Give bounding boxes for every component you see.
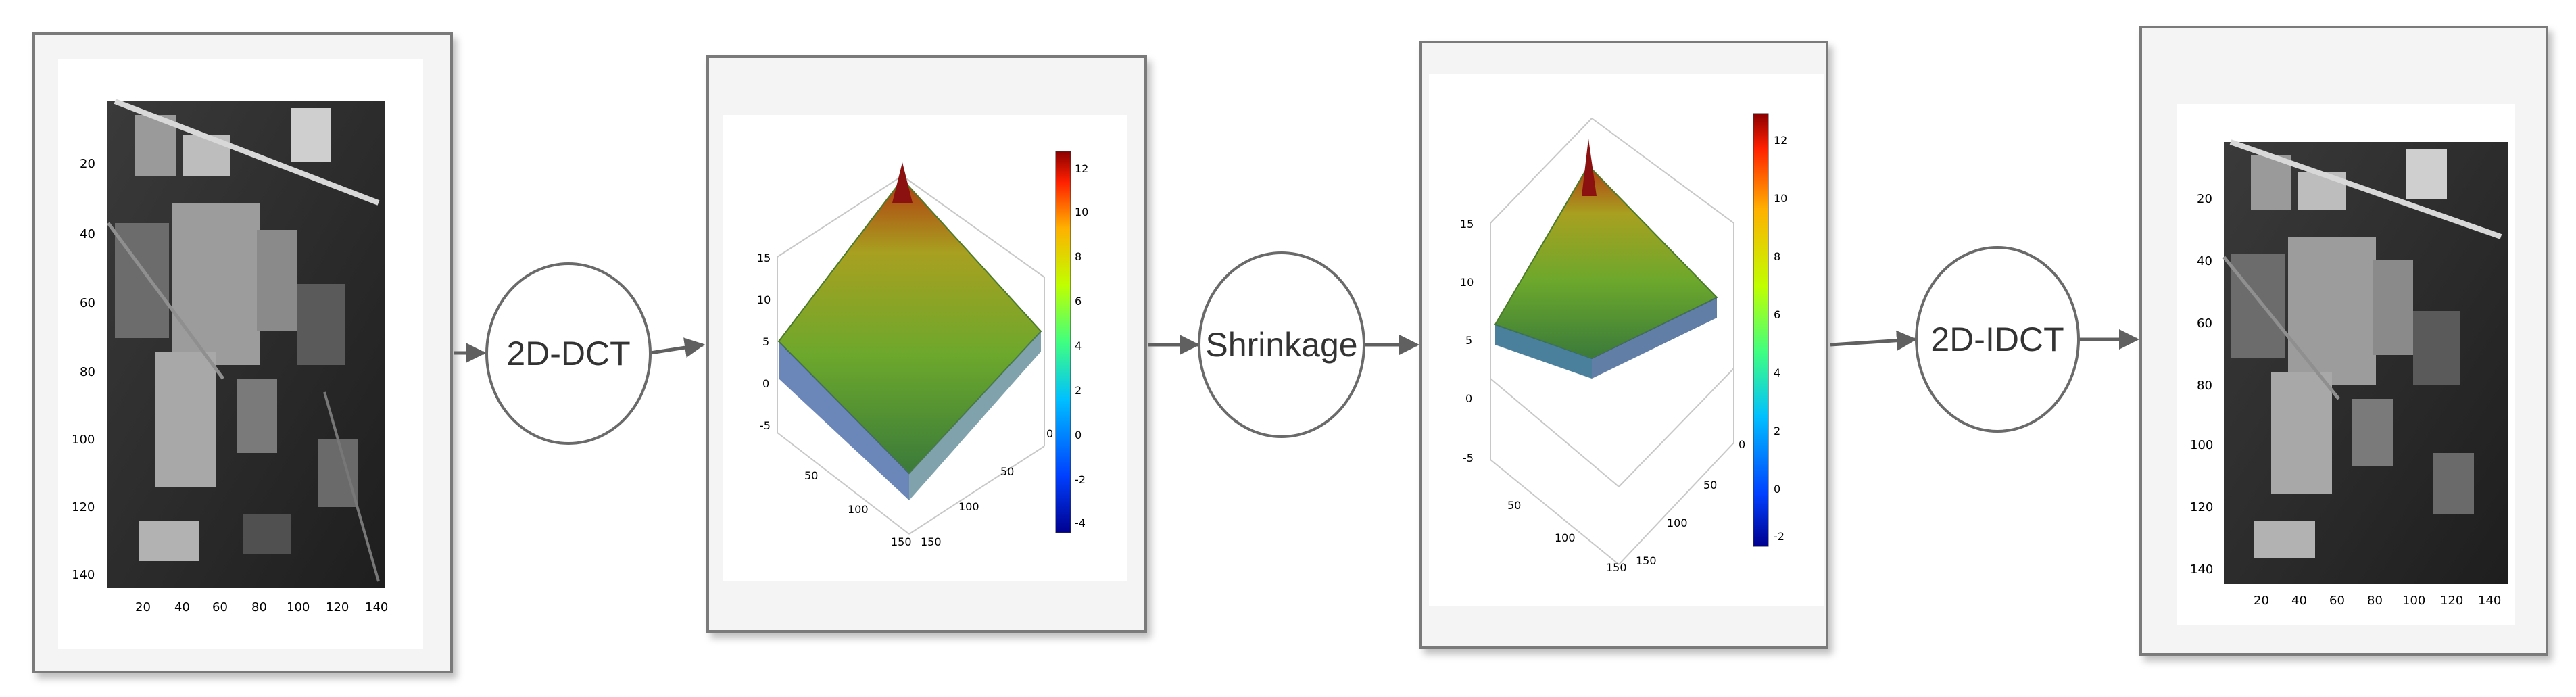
shrinkage-y-tick: 150: [1636, 554, 1657, 567]
output-y-tick: 120: [2190, 500, 2214, 514]
input-x-tick: 140: [365, 600, 389, 615]
input-x-tick: 60: [212, 600, 228, 615]
shrinkage-colorbar: [1753, 113, 1769, 547]
shrinkage-z-tick: 0: [1465, 392, 1473, 405]
output-y-tick: 140: [2190, 562, 2214, 577]
output-x-tick: 120: [2440, 594, 2464, 608]
output-y-tick: 60: [2197, 316, 2212, 331]
dct-colorbar-tick: 8: [1075, 250, 1082, 263]
dct-colorbar-tick: 0: [1075, 429, 1082, 441]
dct-colorbar-tick: -2: [1075, 473, 1086, 486]
input-y-tick: 20: [80, 157, 95, 171]
dct-colorbar-tick: 6: [1075, 295, 1082, 308]
dct-node: 2D-DCT: [485, 262, 652, 445]
dct-z-tick: -5: [760, 419, 771, 432]
shrinkage-y-tick: 100: [1667, 516, 1688, 529]
dct-z-tick: 10: [757, 293, 771, 306]
shrinkage-y-tick: 0: [1739, 438, 1746, 451]
dct-colorbar-tick: 4: [1075, 339, 1082, 352]
input-y-tick: 80: [80, 365, 95, 379]
dct-colorbar-tick: 12: [1075, 162, 1089, 175]
dct-y-tick: 100: [958, 500, 979, 513]
dct-z-tick: 0: [762, 377, 770, 390]
dct-y-tick: 50: [1000, 465, 1015, 478]
output-x-tick: 60: [2329, 594, 2345, 608]
shrinkage-node: Shrinkage: [1198, 251, 1365, 438]
output-x-tick: 100: [2402, 594, 2426, 608]
shrinkage-colorbar-tick: 10: [1774, 192, 1788, 205]
dct-colorbar: [1055, 151, 1071, 533]
dct-z-tick: 5: [762, 335, 770, 348]
output-x-tick: 40: [2291, 594, 2307, 608]
output-y-tick: 100: [2190, 438, 2214, 452]
arrow-shrunk-to-idct: [1830, 330, 1917, 351]
input-y-tick: 140: [72, 568, 95, 582]
output-image: [2222, 139, 2508, 584]
output-y-tick: 20: [2197, 192, 2212, 206]
output-x-tick: 20: [2254, 594, 2269, 608]
input-image: [106, 99, 385, 588]
shrinkage-colorbar-tick: 12: [1774, 134, 1788, 147]
dct-axes-grid: [777, 175, 1045, 535]
dct-node-label: 2D-DCT: [506, 335, 631, 372]
shrinkage-colorbar-tick: 0: [1774, 483, 1781, 496]
shrinkage-colorbar-tick: 4: [1774, 366, 1781, 379]
input-x-tick: 100: [287, 600, 310, 615]
shrinkage-colorbar-tick: 8: [1774, 250, 1781, 263]
shrinkage-x-tick: 50: [1507, 499, 1522, 512]
dct-y-tick: 150: [921, 535, 942, 548]
shrinkage-x-tick: 100: [1555, 531, 1576, 544]
shrinkage-z-tick: -5: [1463, 452, 1474, 464]
input-x-tick: 20: [135, 600, 151, 615]
shrinkage-z-tick: 15: [1460, 218, 1474, 231]
arrow-dct-to-coefficients: [650, 337, 705, 358]
input-x-tick: 80: [251, 600, 267, 615]
shrinkage-colorbar-tick: 2: [1774, 425, 1781, 437]
shrinkage-colorbar-tick: -2: [1774, 530, 1784, 543]
output-x-tick: 80: [2367, 594, 2383, 608]
dct-x-tick: 150: [891, 535, 912, 548]
shrinkage-y-tick: 50: [1703, 479, 1718, 491]
shrinkage-x-tick: 150: [1606, 561, 1627, 574]
dct-x-tick: 100: [848, 503, 869, 516]
shrinkage-axes-grid: [1490, 118, 1734, 565]
input-y-tick: 40: [80, 227, 95, 241]
input-x-tick: 120: [326, 600, 349, 615]
shrinkage-node-label: Shrinkage: [1205, 326, 1358, 364]
shrinkage-z-tick: 5: [1465, 334, 1473, 347]
dct-colorbar-tick: 10: [1075, 206, 1089, 218]
idct-node: 2D-IDCT: [1915, 246, 2080, 433]
dct-colorbar-tick: -4: [1075, 516, 1086, 529]
input-y-tick: 100: [72, 433, 95, 447]
input-x-tick: 40: [174, 600, 190, 615]
shrinkage-colorbar-tick: 6: [1774, 308, 1781, 321]
dct-z-tick: 15: [757, 251, 771, 264]
output-y-tick: 40: [2197, 254, 2212, 268]
output-x-tick: 140: [2478, 594, 2502, 608]
input-y-tick: 60: [80, 296, 95, 310]
dct-colorbar-tick: 2: [1075, 384, 1082, 397]
output-y-tick: 80: [2197, 379, 2212, 393]
input-y-tick: 120: [72, 500, 95, 514]
idct-node-label: 2D-IDCT: [1930, 320, 2064, 358]
dct-x-tick: 50: [804, 469, 819, 482]
shrinkage-z-tick: 10: [1460, 276, 1474, 289]
dct-y-tick: 0: [1046, 427, 1054, 440]
